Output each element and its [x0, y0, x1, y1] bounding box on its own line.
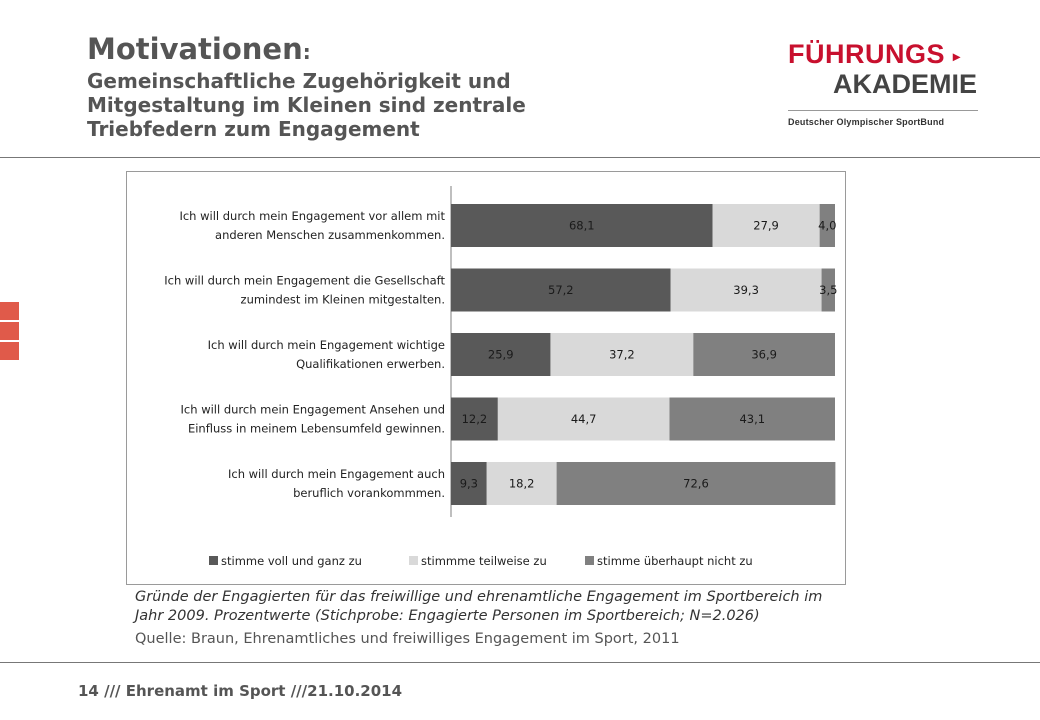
- side-accent-mark: [0, 322, 19, 340]
- bar-segment: [712, 204, 820, 247]
- legend-label: stimme überhaupt nicht zu: [597, 554, 753, 568]
- bar-segment: [451, 268, 671, 312]
- bar-segment: [819, 204, 835, 247]
- side-accent-mark: [0, 302, 19, 320]
- subtitle-line: Mitgestaltung im Kleinen sind zentrale: [87, 93, 526, 117]
- bar-segment: [550, 333, 694, 376]
- data-label: 25,9: [488, 348, 514, 362]
- legend-label: stimmme teilweise zu: [421, 554, 547, 568]
- side-accent-mark: [0, 342, 19, 360]
- legend-swatch: [209, 556, 218, 565]
- logo-line-akademie: AKADEMIE: [833, 68, 978, 99]
- fuehrungsakademie-logo: FÜHRUNGS ▸ AKADEMIE Deutscher Olympische…: [788, 40, 983, 127]
- category-label: beruflich voranko­mmmen.: [293, 486, 445, 500]
- category-label: Einfluss in meinem Lebensumfeld gewinnen…: [188, 422, 445, 436]
- bar-segment: [451, 397, 498, 441]
- bar-segment: [451, 204, 713, 247]
- bar-segment: [821, 268, 835, 312]
- bar-segment: [451, 462, 487, 505]
- chart-frame: Ich will durch mein Engagement vor allem…: [126, 171, 846, 585]
- data-label: 68,1: [569, 219, 595, 233]
- data-label: 4,0: [818, 219, 836, 233]
- category-label: anderen Menschen zusammenkommen.: [215, 228, 445, 242]
- data-label: 37,2: [609, 348, 635, 362]
- category-label: Ich will durch mein Engagement vor allem…: [179, 209, 445, 223]
- footer-text: 14 /// Ehrenamt im Sport ///21.10.2014: [78, 682, 403, 700]
- legend-swatch: [409, 556, 418, 565]
- data-label: 39,3: [733, 283, 759, 297]
- bar-segment: [669, 397, 835, 441]
- category-label: Ich will durch mein Engagement auch: [228, 467, 445, 481]
- footer-divider: [0, 662, 1040, 663]
- bar-segment: [451, 333, 551, 376]
- data-label: 27,9: [753, 219, 779, 233]
- caption-line: Gründe der Engagierten für das freiwilli…: [135, 589, 823, 605]
- data-label: 3,5: [819, 283, 837, 297]
- slide-title: Motivationen: Gemeinschaftliche Zugehöri…: [87, 32, 707, 141]
- subtitle-line: Triebfedern zum Engagement: [87, 117, 420, 141]
- logo-divider: [788, 109, 978, 111]
- legend-swatch: [585, 556, 594, 565]
- logo-arrow-icon: ▸: [953, 47, 961, 64]
- data-label: 12,2: [462, 412, 488, 426]
- header-divider: [0, 157, 1040, 158]
- legend-label: stimme voll und ganz zu: [221, 554, 362, 568]
- data-label: 43,1: [739, 412, 765, 426]
- subtitle-line: Gemeinschaftliche Zugehörigkeit und: [87, 69, 511, 93]
- bar-segment: [670, 268, 822, 312]
- data-label: 9,3: [460, 477, 478, 491]
- category-label: Qualifikationen erwerben.: [296, 357, 445, 371]
- logo-line-dosb: Deutscher Olympischer SportBund: [788, 116, 945, 127]
- data-label: 72,6: [683, 477, 709, 491]
- source-note: Quelle: Braun, Ehrenamtliches und freiwi…: [135, 631, 680, 647]
- bar-segment: [693, 333, 835, 376]
- page-title: Motivationen:: [87, 32, 311, 66]
- data-label: 36,9: [751, 348, 777, 362]
- data-label: 18,2: [509, 477, 535, 491]
- category-label: zumindest im Kleinen mitgestalten.: [241, 293, 445, 307]
- bar-segment: [486, 462, 557, 505]
- logo-line-fuehrungs: FÜHRUNGS ▸: [788, 39, 961, 69]
- category-label: Ich will durch mein Engagement die Gesel…: [164, 274, 445, 288]
- stacked-bar-chart: Ich will durch mein Engagement vor allem…: [164, 186, 837, 568]
- category-label: Ich will durch mein Engagement wichtige: [208, 338, 445, 352]
- chart-caption: Gründe der Engagierten für das freiwilli…: [135, 588, 915, 626]
- bar-segment: [497, 397, 670, 441]
- category-label: Ich will durch mein Engagement Ansehen u…: [181, 403, 445, 417]
- bar-segment: [556, 462, 836, 505]
- page-subtitle: Gemeinschaftliche Zugehörigkeit und Mitg…: [87, 69, 707, 141]
- data-label: 57,2: [548, 283, 574, 297]
- caption-line: Jahr 2009. Prozentwerte (Stichprobe: Eng…: [135, 608, 760, 624]
- data-label: 44,7: [571, 412, 597, 426]
